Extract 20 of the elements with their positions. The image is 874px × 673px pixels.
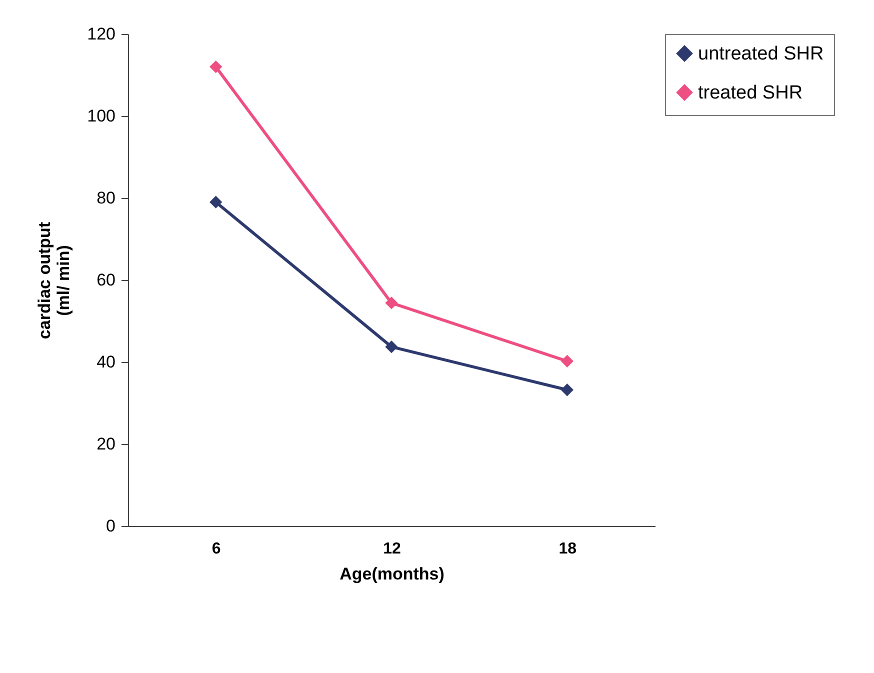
point xyxy=(385,296,398,310)
y-tick-label: 0 xyxy=(106,516,116,536)
y-tick-label: 120 xyxy=(87,24,116,44)
point xyxy=(210,196,222,208)
y-axis-title: cardiac output (ml/ min) xyxy=(35,222,74,340)
x-tick-label: 12 xyxy=(383,540,401,558)
y-tick-label: 80 xyxy=(96,188,116,208)
y-tick-label: 40 xyxy=(96,352,116,372)
legend-label: untreated SHR xyxy=(698,44,824,64)
x-axis-title: Age(months) xyxy=(340,564,444,584)
x-tick-label: 18 xyxy=(558,540,577,558)
y-tick-label: 20 xyxy=(96,434,116,454)
legend-label: treated SHR xyxy=(698,82,803,104)
point xyxy=(385,340,398,354)
y-tick-label: 60 xyxy=(96,270,116,290)
point xyxy=(210,60,222,74)
point xyxy=(560,354,574,368)
point xyxy=(560,384,574,396)
x-tick-label: 6 xyxy=(212,540,221,558)
y-tick-label: 100 xyxy=(87,106,116,126)
